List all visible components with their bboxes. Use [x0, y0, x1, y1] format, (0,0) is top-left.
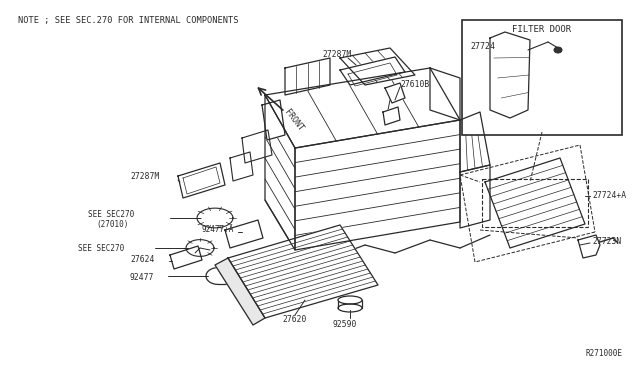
Polygon shape [385, 83, 405, 103]
Polygon shape [578, 235, 600, 258]
Polygon shape [225, 220, 263, 248]
Text: 27287M: 27287M [322, 50, 351, 59]
Polygon shape [170, 246, 202, 269]
Text: SEE SEC270: SEE SEC270 [78, 244, 124, 253]
Text: 92477+A: 92477+A [202, 225, 234, 234]
Polygon shape [383, 107, 400, 125]
Text: 92590: 92590 [333, 320, 357, 329]
Text: 27610B: 27610B [400, 80, 429, 89]
Polygon shape [178, 163, 225, 198]
Polygon shape [285, 58, 330, 95]
Polygon shape [340, 57, 405, 85]
Text: 92477: 92477 [130, 273, 154, 282]
Text: 27287M: 27287M [130, 172, 159, 181]
Text: R271000E: R271000E [585, 349, 622, 358]
Text: 27723N: 27723N [592, 237, 621, 247]
Text: FRONT: FRONT [282, 108, 305, 133]
Text: 27724+A: 27724+A [592, 190, 626, 199]
Polygon shape [340, 48, 415, 85]
Polygon shape [485, 158, 585, 248]
Text: NOTE ; SEE SEC.270 FOR INTERNAL COMPONENTS: NOTE ; SEE SEC.270 FOR INTERNAL COMPONEN… [18, 16, 239, 25]
Text: FILTER DOOR: FILTER DOOR [513, 25, 572, 34]
Text: 27724: 27724 [470, 42, 495, 51]
Text: SEE SEC270: SEE SEC270 [88, 210, 134, 219]
Ellipse shape [338, 296, 362, 304]
Bar [482, 179, 588, 227]
Polygon shape [215, 258, 265, 325]
Text: (27010): (27010) [96, 220, 129, 229]
Polygon shape [490, 32, 530, 118]
Polygon shape [228, 225, 378, 318]
Text: 27624: 27624 [130, 255, 154, 264]
Polygon shape [262, 100, 285, 140]
Bar [462, 20, 622, 135]
Text: 27620: 27620 [282, 315, 307, 324]
Ellipse shape [554, 47, 562, 53]
